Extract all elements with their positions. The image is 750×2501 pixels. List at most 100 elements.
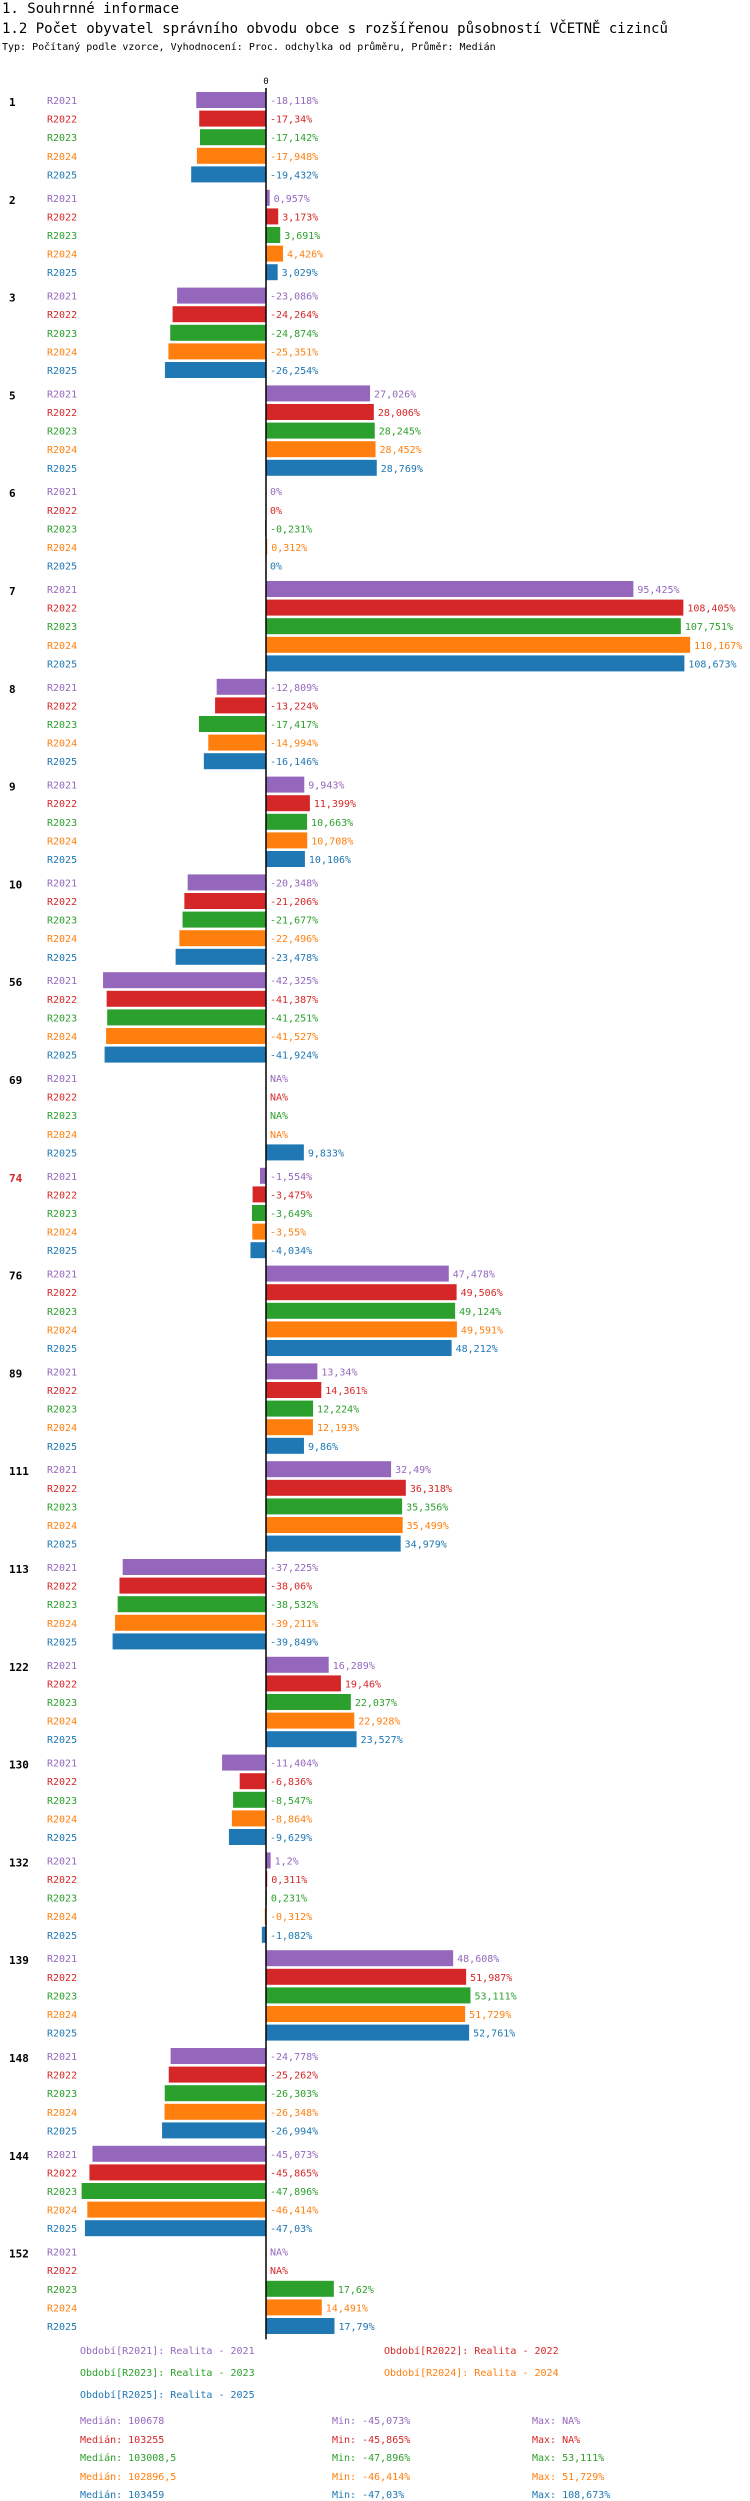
data-label-144-r2025: -47,03% (270, 2224, 312, 2235)
data-label-7-r2024: 110,167% (694, 641, 742, 652)
data-label-9-r2022: 11,399% (314, 799, 356, 810)
series-label-r2023: R2023 (47, 1991, 77, 2002)
series-label-r2024: R2024 (47, 2108, 77, 2119)
series-label-r2021: R2021 (47, 389, 77, 400)
series-label-r2023: R2023 (47, 524, 77, 535)
bar-9-r2022 (266, 795, 310, 812)
series-label-r2022: R2022 (47, 2168, 77, 2179)
group-label-122: 122 (9, 1661, 29, 1674)
bar-89-r2024 (266, 1419, 313, 1436)
data-label-89-r2022: 14,361% (325, 1386, 367, 1397)
series-label-r2022: R2022 (47, 212, 77, 223)
data-label-10-r2023: -21,677% (270, 916, 318, 927)
series-label-r2023: R2023 (47, 1111, 77, 1122)
data-label-148-r2022: -25,262% (270, 2071, 318, 2082)
bar-3-r2022 (172, 306, 266, 323)
data-label-74-r2024: -3,55% (270, 1228, 306, 1239)
data-label-56-r2022: -41,387% (270, 995, 318, 1006)
bar-113-r2024 (115, 1614, 266, 1631)
series-label-r2022: R2022 (47, 995, 77, 1006)
series-label-r2021: R2021 (47, 96, 77, 107)
series-label-r2021: R2021 (47, 2248, 77, 2259)
series-label-r2024: R2024 (47, 2206, 77, 2217)
data-label-7-r2022: 108,405% (687, 604, 735, 615)
data-label-8-r2024: -14,994% (270, 739, 318, 750)
stat-max-r2023: Max: 53,111% (532, 2453, 605, 2465)
data-label-132-r2023: 0,231% (271, 1894, 307, 1905)
data-label-1-r2024: -17,948% (270, 152, 318, 163)
series-label-r2023: R2023 (47, 2285, 77, 2296)
bar-144-r2022 (89, 2164, 267, 2181)
data-label-8-r2023: -17,417% (270, 720, 318, 731)
bar-111-r2023 (266, 1498, 403, 1515)
stat-min-r2023: Min: -47,896% (332, 2453, 411, 2465)
series-label-r2023: R2023 (47, 1502, 77, 1513)
stat-median-r2025: Medián: 103459 (80, 2490, 165, 2501)
data-label-56-r2025: -41,924% (270, 1051, 318, 1062)
series-label-r2022: R2022 (47, 897, 77, 908)
series-label-r2022: R2022 (47, 408, 77, 419)
series-label-r2025: R2025 (47, 1637, 77, 1648)
bar-132-r2021 (266, 1852, 271, 1869)
bar-144-r2025 (84, 2220, 266, 2237)
data-label-144-r2021: -45,073% (270, 2150, 318, 2161)
data-label-76-r2024: 49,591% (461, 1325, 503, 1336)
data-label-130-r2025: -9,629% (270, 1833, 312, 1844)
bar-56-r2025 (104, 1046, 267, 1063)
series-label-r2023: R2023 (47, 2187, 77, 2198)
series-label-r2025: R2025 (47, 1931, 77, 1942)
series-label-r2023: R2023 (47, 133, 77, 144)
bar-76-r2021 (266, 1265, 449, 1282)
series-label-r2021: R2021 (47, 683, 77, 694)
series-label-r2021: R2021 (47, 2052, 77, 2063)
series-label-r2023: R2023 (47, 1698, 77, 1709)
data-label-130-r2021: -11,404% (270, 1759, 318, 1770)
bar-89-r2021 (266, 1363, 318, 1380)
data-label-89-r2025: 9,86% (308, 1442, 338, 1453)
series-label-r2021: R2021 (47, 878, 77, 889)
series-label-r2021: R2021 (47, 292, 77, 303)
series-label-r2023: R2023 (47, 1894, 77, 1905)
series-label-r2023: R2023 (47, 1796, 77, 1807)
data-label-122-r2023: 22,037% (355, 1698, 397, 1709)
data-label-2-r2022: 3,173% (282, 212, 318, 223)
data-label-9-r2023: 10,663% (311, 818, 353, 829)
bar-5-r2023 (266, 422, 375, 439)
series-label-r2023: R2023 (47, 818, 77, 829)
bar-111-r2021 (266, 1461, 392, 1478)
series-label-r2025: R2025 (47, 562, 77, 573)
data-label-5-r2023: 28,245% (379, 427, 421, 438)
series-label-r2021: R2021 (47, 1270, 77, 1281)
series-label-r2023: R2023 (47, 720, 77, 731)
bar-8-r2021 (216, 678, 266, 695)
data-label-144-r2022: -45,865% (270, 2168, 318, 2179)
series-label-r2023: R2023 (47, 231, 77, 242)
data-label-76-r2023: 49,124% (459, 1307, 501, 1318)
data-label-6-r2023: -0,231% (270, 524, 312, 535)
bar-5-r2024 (266, 441, 376, 458)
data-label-10-r2025: -23,478% (270, 953, 318, 964)
series-label-r2025: R2025 (47, 1735, 77, 1746)
data-label-1-r2022: -17,34% (270, 115, 312, 126)
bar-132-r2025 (261, 1926, 266, 1943)
data-label-111-r2023: 35,356% (406, 1502, 448, 1513)
data-label-69-r2023: NA% (270, 1111, 288, 1122)
bar-7-r2021 (266, 581, 634, 597)
series-label-r2024: R2024 (47, 2303, 77, 2314)
series-label-r2022: R2022 (47, 1093, 77, 1104)
data-label-3-r2021: -23,086% (270, 292, 318, 303)
data-label-9-r2024: 10,708% (311, 836, 353, 847)
bar-5-r2021 (266, 385, 371, 402)
series-label-r2021: R2021 (47, 194, 77, 205)
data-label-9-r2025: 10,106% (309, 855, 351, 866)
data-label-6-r2022: 0% (270, 506, 282, 517)
bar-74-r2024 (252, 1223, 266, 1240)
data-label-10-r2024: -22,496% (270, 934, 318, 945)
series-label-r2024: R2024 (47, 1423, 77, 1434)
series-label-r2022: R2022 (47, 115, 77, 126)
data-label-122-r2025: 23,527% (361, 1735, 403, 1746)
bar-130-r2024 (231, 1810, 266, 1827)
series-label-r2025: R2025 (47, 464, 77, 475)
data-label-113-r2022: -38,06% (270, 1582, 312, 1593)
bar-8-r2024 (208, 734, 266, 751)
